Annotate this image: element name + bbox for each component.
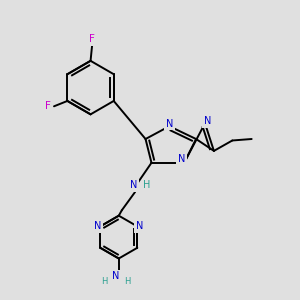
Text: H: H — [143, 180, 151, 190]
Text: N: N — [178, 154, 185, 164]
Text: N: N — [130, 180, 137, 190]
Text: H: H — [101, 277, 107, 286]
Text: H: H — [124, 277, 130, 286]
Text: N: N — [166, 119, 173, 129]
Text: F: F — [44, 101, 50, 111]
Text: F: F — [89, 34, 95, 44]
Text: N: N — [136, 221, 143, 231]
Text: N: N — [112, 271, 119, 281]
Text: N: N — [204, 116, 211, 126]
Text: N: N — [94, 221, 102, 231]
